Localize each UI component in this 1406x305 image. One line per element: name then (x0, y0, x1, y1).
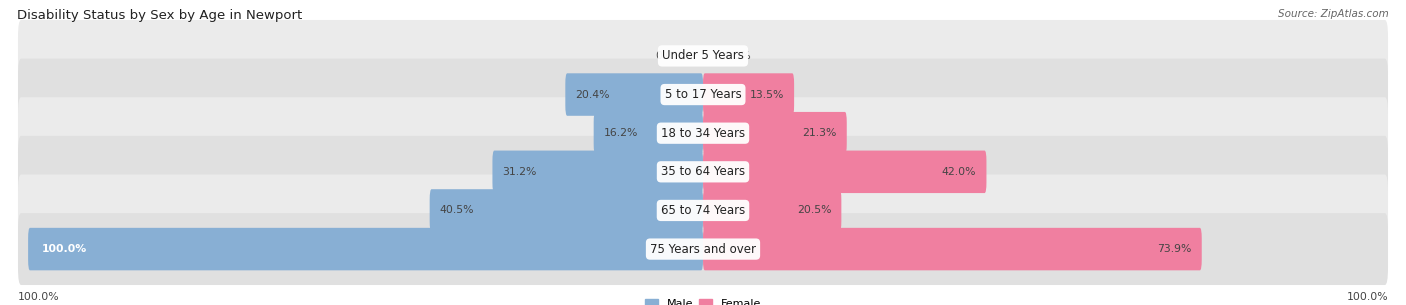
Text: 73.9%: 73.9% (1157, 244, 1192, 254)
FancyBboxPatch shape (492, 151, 703, 193)
FancyBboxPatch shape (18, 59, 1388, 131)
FancyBboxPatch shape (565, 73, 703, 116)
Text: 16.2%: 16.2% (603, 128, 638, 138)
FancyBboxPatch shape (18, 213, 1388, 285)
Text: 18 to 34 Years: 18 to 34 Years (661, 127, 745, 140)
FancyBboxPatch shape (18, 174, 1388, 246)
Legend: Male, Female: Male, Female (640, 295, 766, 305)
Text: Disability Status by Sex by Age in Newport: Disability Status by Sex by Age in Newpo… (17, 9, 302, 22)
FancyBboxPatch shape (703, 228, 1202, 270)
Text: 20.4%: 20.4% (575, 90, 610, 99)
Text: Source: ZipAtlas.com: Source: ZipAtlas.com (1278, 9, 1389, 19)
FancyBboxPatch shape (703, 73, 794, 116)
FancyBboxPatch shape (430, 189, 703, 232)
Text: 31.2%: 31.2% (502, 167, 537, 177)
Text: 20.5%: 20.5% (797, 206, 831, 215)
Text: 40.5%: 40.5% (440, 206, 474, 215)
FancyBboxPatch shape (18, 136, 1388, 208)
FancyBboxPatch shape (703, 189, 841, 232)
Text: Under 5 Years: Under 5 Years (662, 49, 744, 63)
Text: 100.0%: 100.0% (1347, 292, 1388, 302)
Text: 0.0%: 0.0% (655, 51, 683, 61)
Text: 65 to 74 Years: 65 to 74 Years (661, 204, 745, 217)
FancyBboxPatch shape (703, 151, 987, 193)
FancyBboxPatch shape (18, 20, 1388, 92)
Text: 75 Years and over: 75 Years and over (650, 242, 756, 256)
Text: 35 to 64 Years: 35 to 64 Years (661, 165, 745, 178)
Text: 100.0%: 100.0% (42, 244, 87, 254)
Text: 21.3%: 21.3% (803, 128, 837, 138)
FancyBboxPatch shape (593, 112, 703, 154)
Text: 0.0%: 0.0% (723, 51, 751, 61)
Text: 100.0%: 100.0% (18, 292, 59, 302)
Text: 13.5%: 13.5% (749, 90, 785, 99)
Text: 42.0%: 42.0% (942, 167, 976, 177)
FancyBboxPatch shape (703, 112, 846, 154)
FancyBboxPatch shape (18, 97, 1388, 169)
Text: 5 to 17 Years: 5 to 17 Years (665, 88, 741, 101)
FancyBboxPatch shape (28, 228, 703, 270)
